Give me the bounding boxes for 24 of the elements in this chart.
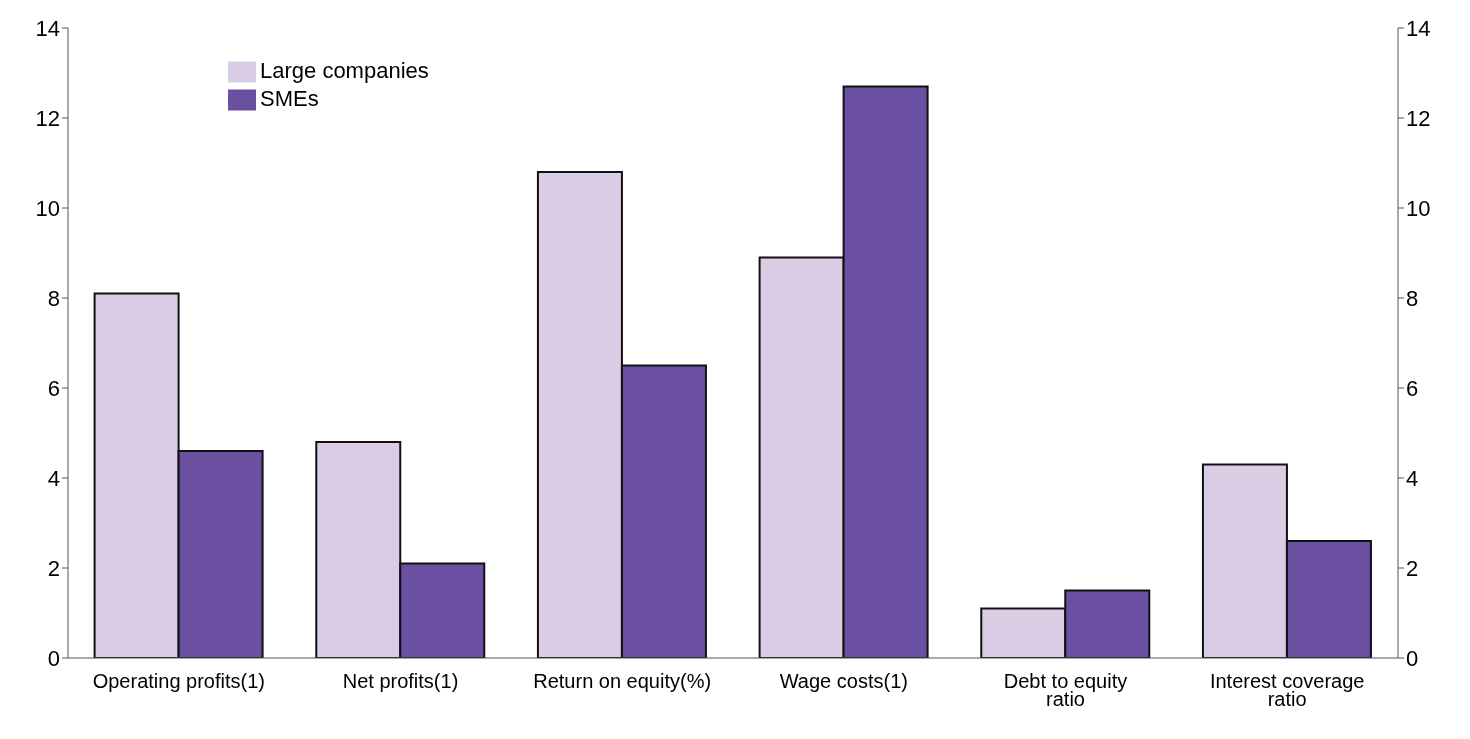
legend-label: Large companies <box>260 57 429 83</box>
y2-tick-label: 10 <box>1406 195 1431 221</box>
x-tick-label: Interest coverage ratio <box>1209 670 1365 710</box>
y-tick-label: 2 <box>47 555 60 581</box>
y2-tick-label: 8 <box>1406 285 1419 311</box>
x-tick-label: Debt to equity ratio <box>1003 670 1128 710</box>
y-tick-label: 6 <box>47 375 60 401</box>
x-tick-label: Net profits(1) <box>342 670 459 692</box>
y2-tick-label: 0 <box>1406 645 1419 671</box>
legend-label: SMEs <box>260 85 319 111</box>
y2-tick-label: 12 <box>1406 105 1431 131</box>
y2-tick-label: 4 <box>1406 465 1419 491</box>
y2-tick-label: 14 <box>1406 15 1431 41</box>
y2-tick-label: 2 <box>1406 555 1419 581</box>
x-tick-label: Operating profits(1) <box>92 670 265 692</box>
y-tick-label: 8 <box>47 285 60 311</box>
y-tick-label: 4 <box>47 465 60 491</box>
y-tick-label: 12 <box>35 105 60 131</box>
y-tick-label: 10 <box>35 195 60 221</box>
y-tick-label: 0 <box>47 645 60 671</box>
y-tick-label: 14 <box>35 15 60 41</box>
x-tick-label: Return on equity(%) <box>533 670 712 692</box>
y2-tick-label: 6 <box>1406 375 1419 401</box>
x-tick-label: Wage costs(1) <box>779 670 908 692</box>
